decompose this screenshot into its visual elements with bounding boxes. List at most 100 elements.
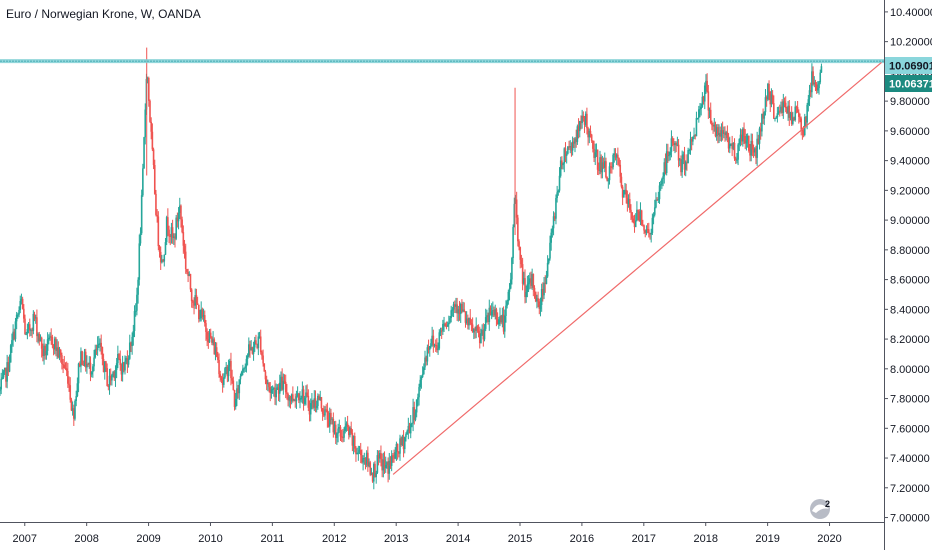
candle xyxy=(798,109,800,124)
candle xyxy=(239,373,242,385)
candle xyxy=(689,131,692,155)
trendline[interactable] xyxy=(392,62,882,475)
candle xyxy=(102,353,105,373)
candle xyxy=(220,375,223,383)
candle xyxy=(765,95,768,107)
candle xyxy=(31,327,33,338)
candle xyxy=(328,407,331,433)
candle xyxy=(75,390,77,407)
candle xyxy=(187,268,189,283)
candle xyxy=(415,399,418,418)
candle xyxy=(362,455,364,471)
candle xyxy=(413,401,416,425)
candle xyxy=(665,143,668,176)
candle xyxy=(448,315,450,332)
candle xyxy=(223,373,225,388)
candle xyxy=(253,336,256,352)
candle xyxy=(700,103,702,116)
candle xyxy=(539,297,542,317)
candle xyxy=(89,356,92,382)
candle xyxy=(786,106,788,114)
candle xyxy=(482,323,485,347)
candle xyxy=(6,354,8,389)
candle xyxy=(774,117,776,122)
candle xyxy=(125,356,127,365)
candle xyxy=(557,189,560,196)
candle xyxy=(155,189,157,217)
candle xyxy=(367,446,369,472)
candle xyxy=(267,379,269,392)
candle xyxy=(158,244,161,258)
candle xyxy=(399,434,401,461)
candle xyxy=(814,79,817,92)
candle xyxy=(133,305,136,338)
x-tick-label: 2010 xyxy=(198,533,222,545)
tradingview-logo-icon[interactable]: 2 xyxy=(810,499,830,519)
candle xyxy=(663,158,666,184)
candle xyxy=(313,390,316,412)
candle xyxy=(132,324,135,346)
candle xyxy=(461,299,463,314)
candle xyxy=(140,189,143,236)
candle xyxy=(777,106,780,115)
candle xyxy=(767,82,769,102)
candle xyxy=(49,332,51,341)
x-tick-label: 2020 xyxy=(817,533,841,545)
candle xyxy=(756,131,758,166)
candle xyxy=(795,105,798,114)
candle xyxy=(202,308,205,322)
candle xyxy=(402,430,405,458)
candle xyxy=(477,324,480,338)
candle xyxy=(637,209,639,221)
candle xyxy=(374,460,376,478)
candle xyxy=(421,366,424,379)
candle xyxy=(61,352,63,370)
candle xyxy=(130,341,132,353)
candle xyxy=(231,369,233,384)
candle xyxy=(532,273,535,297)
candle xyxy=(246,353,249,366)
candle xyxy=(146,76,149,84)
candle xyxy=(209,328,212,339)
candle xyxy=(114,365,117,387)
candle xyxy=(615,153,618,166)
candle xyxy=(608,162,611,185)
candle xyxy=(331,417,333,425)
candle xyxy=(719,126,722,142)
candle xyxy=(671,136,674,147)
candle xyxy=(169,233,172,246)
candle xyxy=(214,342,217,361)
candle xyxy=(215,342,218,358)
candle xyxy=(621,184,624,206)
candle xyxy=(492,301,494,318)
y-tick-label: 7.80000 xyxy=(890,394,930,406)
candle xyxy=(198,304,200,323)
y-tick-label: 8.80000 xyxy=(890,245,930,257)
candle xyxy=(368,458,370,468)
candle xyxy=(519,246,522,269)
candle xyxy=(524,269,526,304)
candle xyxy=(742,127,744,147)
candle xyxy=(631,211,633,223)
candle xyxy=(183,239,186,259)
candle xyxy=(443,316,445,332)
candle xyxy=(295,390,298,409)
candle xyxy=(669,147,672,161)
candle xyxy=(782,93,785,119)
candle xyxy=(36,309,38,343)
candle xyxy=(409,415,412,439)
candle xyxy=(144,103,147,145)
y-axis: 7.00000 7.20000 7.40000 7.60000 7.80000 8.000… xyxy=(884,7,932,525)
candle xyxy=(137,277,139,304)
candle xyxy=(378,450,381,463)
candle xyxy=(568,140,570,150)
candle xyxy=(569,140,572,154)
candle xyxy=(576,124,579,145)
price-badges: 10.06901 10.06371 xyxy=(885,57,932,92)
candle xyxy=(495,307,498,327)
candle xyxy=(698,105,700,123)
candle xyxy=(271,385,274,394)
candle xyxy=(383,451,386,474)
candle xyxy=(5,367,7,388)
